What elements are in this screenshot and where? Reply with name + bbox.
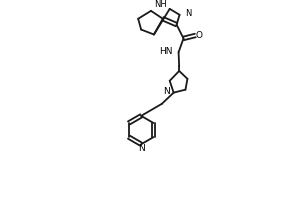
Text: N: N xyxy=(185,9,192,18)
Text: O: O xyxy=(196,31,203,40)
Text: N: N xyxy=(163,87,170,96)
Text: N: N xyxy=(138,144,145,153)
Text: HN: HN xyxy=(159,47,173,56)
Text: NH: NH xyxy=(154,0,167,9)
